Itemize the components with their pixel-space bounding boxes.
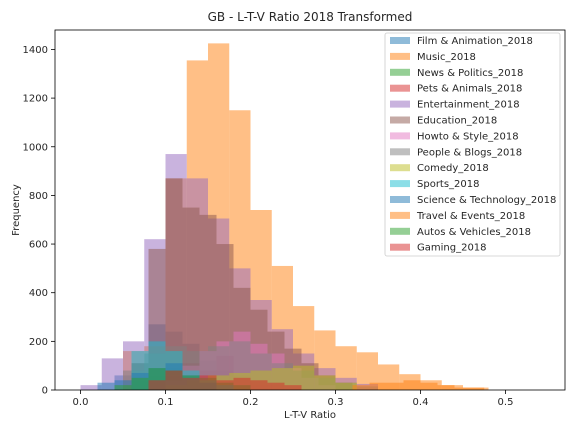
bar-12-0	[114, 385, 132, 390]
legend-swatch	[390, 100, 410, 108]
y-tick-label: 0	[42, 386, 48, 397]
legend-swatch	[390, 68, 410, 76]
legend-swatch	[390, 148, 410, 156]
x-tick-label: 0.4	[413, 397, 429, 408]
bar-13-3	[199, 375, 217, 390]
legend-label: Autos & Vehicles_2018	[417, 227, 531, 238]
bar-11-5	[437, 385, 455, 390]
chart-title: GB - L-T-V Ratio 2018 Transformed	[208, 10, 413, 24]
bar-10-1	[114, 380, 132, 390]
legend-label: Gaming_2018	[417, 243, 487, 254]
bar-5-3	[182, 207, 200, 390]
x-tick-label: 0.3	[328, 397, 344, 408]
legend-swatch	[390, 52, 410, 60]
y-tick-label: 600	[29, 240, 48, 251]
legend-swatch	[390, 116, 410, 124]
bar-13-4	[216, 380, 234, 390]
bar-11-0	[352, 385, 370, 390]
x-tick-label: 0.0	[73, 397, 89, 408]
bar-11-6	[454, 387, 472, 390]
y-tick-label: 1400	[23, 45, 48, 56]
bar-13-0	[148, 380, 166, 390]
y-tick-label: 1200	[23, 94, 48, 105]
legend-label: Music_2018	[417, 52, 476, 63]
x-tick-label: 0.1	[158, 397, 174, 408]
y-tick-label: 400	[29, 288, 48, 299]
plot-frame	[54, 29, 566, 391]
bar-8-7	[314, 375, 336, 390]
bar-5-4	[199, 214, 217, 390]
x-tick-label: 0.5	[498, 397, 514, 408]
legend-box	[384, 32, 561, 257]
legend-label: News & Politics_2018	[417, 68, 523, 79]
histogram-bars	[80, 43, 489, 391]
legend-label: Entertainment_2018	[417, 100, 520, 111]
bar-5-2	[165, 178, 183, 390]
legend-label: Education_2018	[417, 116, 497, 127]
legend-swatch	[390, 37, 410, 44]
x-axis-ticks: 0.0 0.1 0.2 0.3 0.4 0.5	[73, 390, 514, 408]
x-axis-label: L-T-V Ratio	[284, 410, 336, 421]
bar-13-6	[250, 380, 268, 390]
bar-13-2	[182, 377, 200, 390]
legend-swatch	[390, 84, 410, 92]
legend-label: Sports_2018	[417, 179, 480, 190]
y-tick-label: 1000	[23, 142, 48, 153]
bar-11-7	[471, 387, 489, 390]
bar-11-1	[369, 382, 387, 390]
legend-label: Travel & Events_2018	[416, 211, 525, 222]
legend-swatch	[390, 227, 410, 235]
legend-label: Comedy_2018	[417, 163, 489, 174]
legend: Film & Animation_2018 Music_2018 News & Po…	[384, 32, 561, 257]
bar-8-8	[335, 382, 357, 390]
legend-swatch	[390, 164, 410, 172]
legend-label: Pets & Animals_2018	[417, 84, 522, 95]
legend-label: People & Blogs_2018	[417, 147, 522, 158]
legend-swatch	[390, 180, 410, 188]
y-tick-label: 800	[29, 191, 48, 202]
bar-12-1	[131, 377, 149, 390]
legend-label: Science & Technology_2018	[417, 195, 556, 206]
bar-11-3	[403, 380, 421, 390]
y-axis-ticks: 0 200 400 600 800 1000 1200 1400	[23, 45, 55, 397]
legend-swatch	[390, 196, 410, 203]
series-11	[352, 380, 489, 390]
y-tick-label: 200	[29, 337, 48, 348]
bar-10-0	[97, 382, 115, 390]
bar-1-11	[356, 352, 378, 390]
legend-swatch	[390, 211, 410, 219]
y-axis-label: Frequency	[11, 184, 22, 236]
bar-13-5	[233, 377, 251, 390]
legend-label: Howto & Style_2018	[417, 131, 519, 142]
bar-4-0	[80, 385, 102, 390]
series-13	[148, 370, 302, 390]
bar-13-8	[284, 385, 302, 390]
bar-13-1	[165, 370, 183, 390]
x-tick-label: 0.2	[243, 397, 259, 408]
bar-13-7	[267, 382, 285, 390]
legend-label: Film & Animation_2018	[417, 36, 533, 47]
bar-11-2	[386, 382, 404, 390]
bar-11-4	[420, 382, 438, 390]
legend-swatch	[390, 243, 410, 251]
bar-8-6	[293, 365, 315, 390]
legend-swatch	[390, 132, 410, 140]
